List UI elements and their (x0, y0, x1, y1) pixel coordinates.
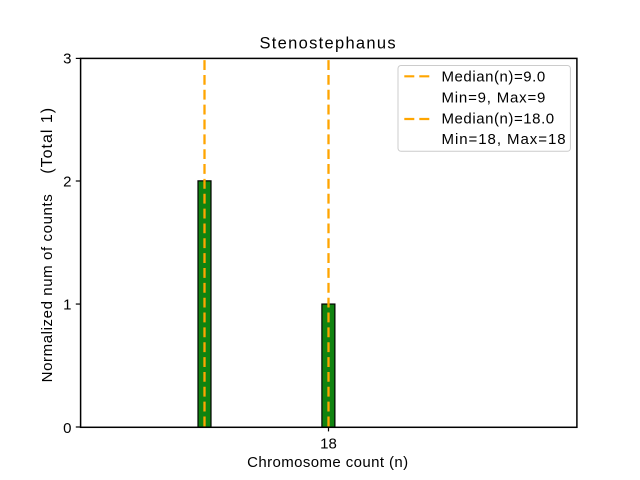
svg-text:2: 2 (63, 173, 71, 190)
svg-text:Chromosome count (n): Chromosome count (n) (247, 454, 408, 471)
svg-text:Stenostephanus: Stenostephanus (259, 34, 396, 52)
svg-text:Min=18, Max=18: Min=18, Max=18 (442, 131, 567, 148)
svg-text:1: 1 (63, 297, 71, 314)
svg-text:0: 0 (63, 420, 71, 437)
svg-text:Median(n)=9.0: Median(n)=9.0 (442, 69, 546, 86)
svg-text:(Total 1): (Total 1) (39, 107, 56, 174)
svg-text:18: 18 (320, 436, 337, 453)
svg-text:Median(n)=18.0: Median(n)=18.0 (442, 110, 555, 127)
svg-text:Min=9, Max=9: Min=9, Max=9 (442, 90, 547, 107)
svg-text:3: 3 (63, 50, 71, 67)
svg-text:Normalized num of counts: Normalized num of counts (39, 194, 56, 383)
